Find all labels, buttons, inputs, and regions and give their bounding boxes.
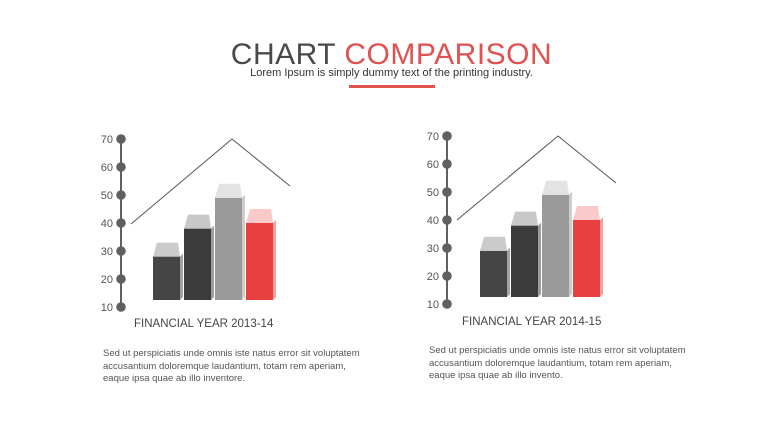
chart-2-description: Sed ut perspiciatis unde omnis iste natu… bbox=[429, 345, 686, 381]
y-tick-label: 70 bbox=[427, 131, 439, 143]
y-axis-dot bbox=[116, 162, 126, 172]
roof-line bbox=[130, 138, 291, 225]
y-axis-dot bbox=[442, 131, 452, 141]
y-axis-dot bbox=[116, 218, 126, 228]
y-tick-label: 60 bbox=[427, 159, 439, 171]
bar-top bbox=[573, 206, 600, 220]
y-tick-label: 50 bbox=[101, 190, 113, 202]
bar bbox=[184, 214, 214, 300]
bar-top bbox=[184, 214, 211, 229]
chart-1-xlabel: FINANCIAL YEAR 2013-14 bbox=[134, 318, 274, 330]
y-tick-label: 20 bbox=[427, 271, 439, 283]
y-axis-dot bbox=[442, 187, 452, 197]
bar-front bbox=[184, 228, 211, 300]
bar-top bbox=[215, 183, 242, 198]
bar-front bbox=[215, 197, 242, 300]
title-part-2: COMPARISON bbox=[344, 38, 553, 71]
bar-top bbox=[511, 211, 538, 226]
chart-1-description: Sed ut perspiciatis unde omnis iste natu… bbox=[103, 348, 360, 384]
bar bbox=[511, 211, 541, 297]
bar-front bbox=[511, 225, 538, 297]
bar bbox=[246, 209, 276, 300]
y-tick-label: 30 bbox=[101, 246, 113, 258]
y-axis-dot bbox=[116, 246, 126, 256]
bar bbox=[573, 206, 603, 297]
y-tick-label: 50 bbox=[427, 187, 439, 199]
y-tick-label: 30 bbox=[427, 243, 439, 255]
y-tick-label: 70 bbox=[101, 134, 113, 146]
bar-top bbox=[542, 180, 569, 195]
y-tick-label: 10 bbox=[427, 299, 439, 311]
bar-front bbox=[153, 256, 180, 300]
y-axis-dot bbox=[442, 159, 452, 169]
y-axis-dot bbox=[116, 274, 126, 284]
bar-front bbox=[573, 220, 600, 297]
page-title: CHART COMPARISON bbox=[0, 38, 783, 72]
bar-front bbox=[246, 223, 273, 300]
bar-front bbox=[480, 250, 507, 297]
bar bbox=[542, 180, 572, 297]
bar bbox=[480, 236, 510, 297]
y-tick-label: 20 bbox=[101, 274, 113, 286]
page-subtitle: Lorem Ipsum is simply dummy text of the … bbox=[250, 67, 533, 79]
y-axis-dot bbox=[116, 134, 126, 144]
y-tick-label: 10 bbox=[101, 302, 113, 314]
y-axis-dot bbox=[116, 190, 126, 200]
y-tick-label: 40 bbox=[101, 218, 113, 230]
title-underline bbox=[349, 85, 435, 88]
y-tick-label: 40 bbox=[427, 215, 439, 227]
chart-2-xlabel: FINANCIAL YEAR 2014-15 bbox=[462, 316, 602, 328]
y-axis-dot bbox=[442, 243, 452, 253]
y-axis-dot bbox=[442, 215, 452, 225]
title-part-1: CHART bbox=[230, 38, 336, 71]
bar-top bbox=[480, 236, 507, 251]
bar-front bbox=[542, 194, 569, 297]
y-axis-dot bbox=[116, 302, 126, 312]
y-tick-label: 60 bbox=[101, 162, 113, 174]
bar bbox=[153, 242, 183, 300]
roof-line bbox=[456, 135, 617, 221]
bar-top bbox=[246, 209, 273, 223]
bar-top bbox=[153, 242, 180, 257]
y-axis-dot bbox=[442, 299, 452, 309]
y-axis-dot bbox=[442, 271, 452, 281]
bar bbox=[215, 183, 245, 300]
